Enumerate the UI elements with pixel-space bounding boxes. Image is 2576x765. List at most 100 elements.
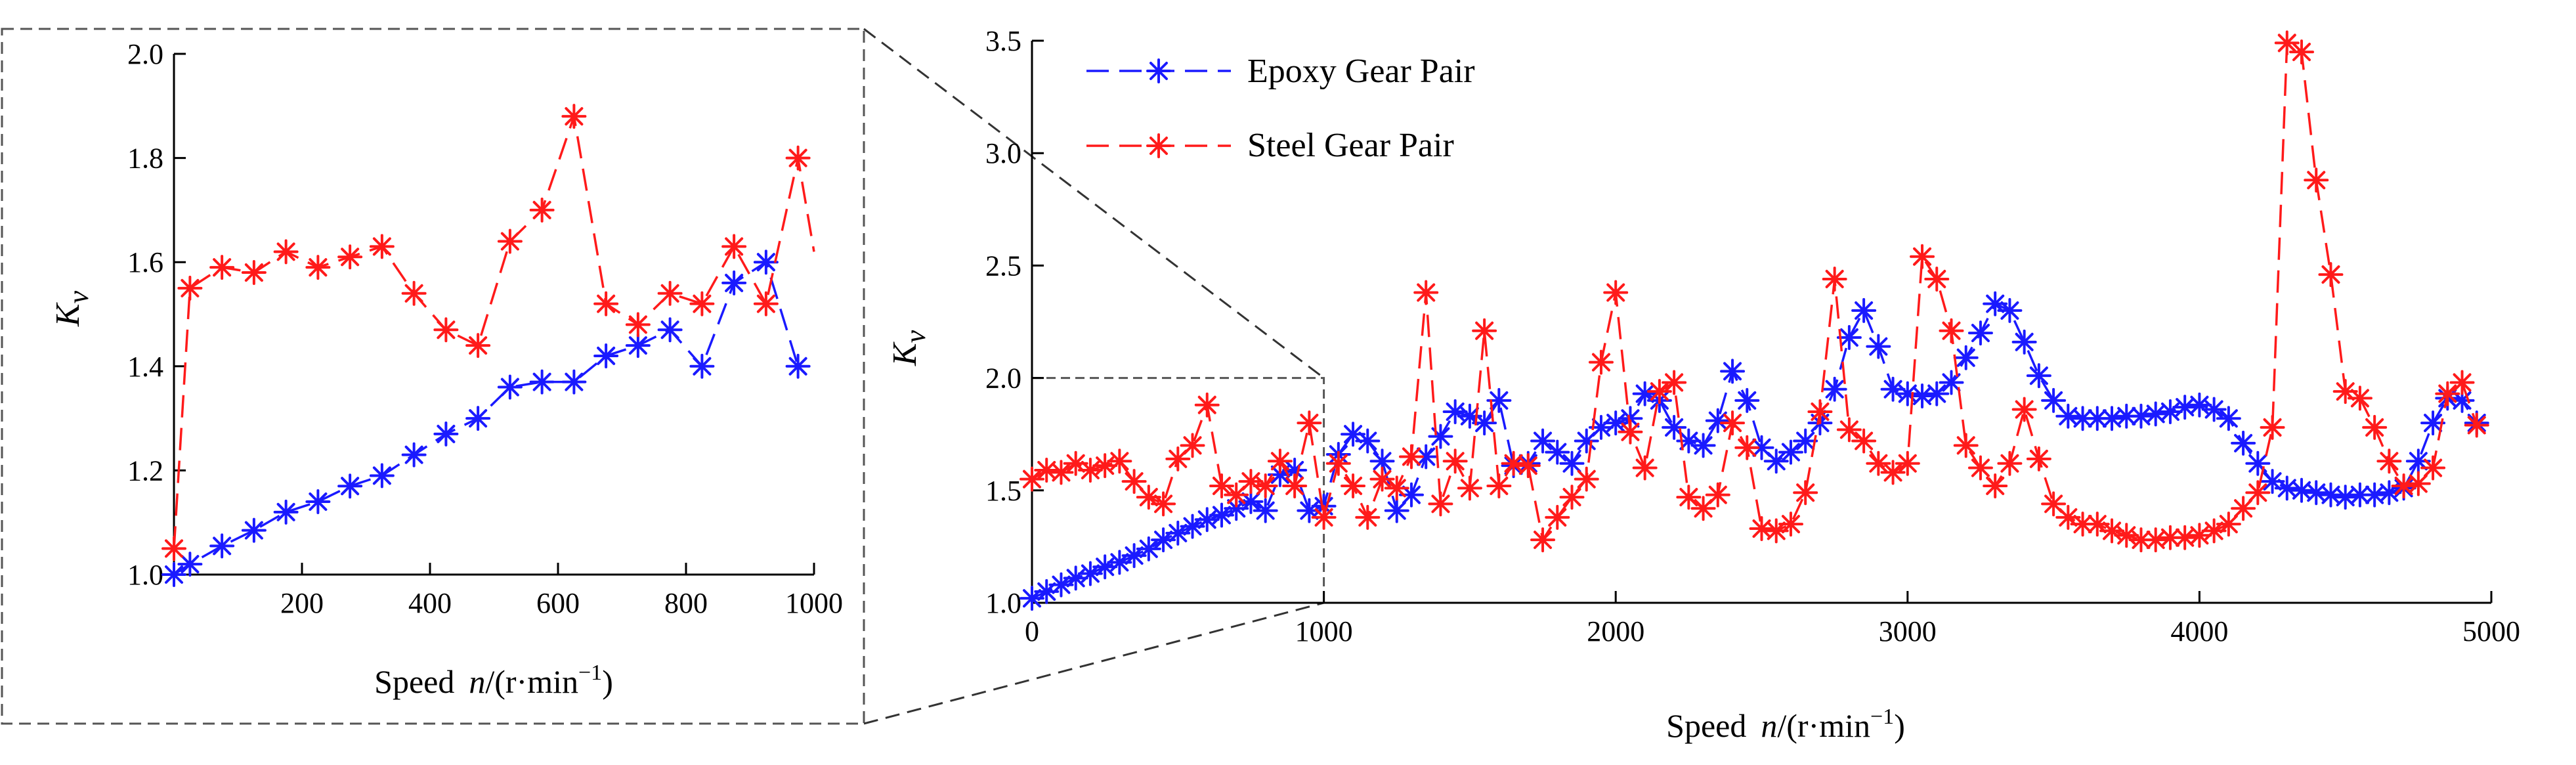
main-point-steel xyxy=(1121,469,1147,494)
inset-frame xyxy=(1,28,865,725)
inset-point-epoxy xyxy=(753,250,779,275)
inset-axes: 1.0 1.2 1.4 1.6 1.8 2.0 200 400 600 800 1000 xyxy=(127,38,843,619)
main-point-steel xyxy=(1341,473,1366,498)
main-point-steel xyxy=(1705,482,1730,508)
legend-marker-epoxy xyxy=(1146,58,1171,83)
main-point-epoxy xyxy=(1034,579,1060,604)
main-point-epoxy xyxy=(1457,403,1482,429)
main-point-epoxy xyxy=(2172,395,2198,420)
main-point-steel xyxy=(1997,450,2023,476)
main-point-steel xyxy=(1603,280,1629,305)
main-point-epoxy xyxy=(2011,329,2037,355)
inset-series-line-steel xyxy=(173,116,815,549)
main-point-steel xyxy=(1224,482,1249,508)
main-point-steel xyxy=(2362,414,2388,440)
main-point-steel xyxy=(1720,410,1746,436)
main-point-steel xyxy=(1515,453,1541,479)
main-point-epoxy xyxy=(1967,320,1993,346)
main-point-epoxy xyxy=(1238,489,1264,514)
main-point-steel xyxy=(2143,527,2168,553)
main-point-steel xyxy=(1676,485,1702,510)
main-point-epoxy xyxy=(2187,392,2212,418)
main-point-steel xyxy=(1690,496,1716,521)
main-point-epoxy xyxy=(1734,387,1760,413)
main-point-steel xyxy=(2260,414,2285,440)
inset-point-steel xyxy=(785,145,811,171)
main-point-steel xyxy=(1267,448,1293,474)
main-point-epoxy xyxy=(2289,477,2315,503)
inset-point-epoxy xyxy=(209,533,235,559)
main-point-steel xyxy=(1983,473,2008,498)
main-point-epoxy xyxy=(1836,324,1862,350)
inset-x-axis-label: Speed n/(r·min−1) xyxy=(374,661,613,700)
inset-point-epoxy xyxy=(337,473,363,499)
main-point-steel xyxy=(1749,516,1774,542)
inset-point-epoxy xyxy=(241,517,267,543)
inset-x-tick-label: 400 xyxy=(408,587,452,619)
main-point-steel xyxy=(1180,433,1205,458)
inset-point-epoxy xyxy=(433,421,459,447)
inset-point-epoxy xyxy=(465,406,491,431)
main-point-steel xyxy=(2201,518,2227,544)
inset-point-steel xyxy=(305,255,331,280)
main-point-epoxy xyxy=(2041,387,2067,413)
main-point-steel xyxy=(1369,466,1395,492)
main-point-steel xyxy=(2041,491,2067,517)
inset-x-label-exp: −1 xyxy=(578,661,602,685)
main-point-epoxy xyxy=(1866,334,1891,359)
main-point-epoxy xyxy=(2157,399,2183,424)
main-x-axis-label: Speed n/(r·min−1) xyxy=(1666,705,1905,744)
inset-point-steel xyxy=(497,229,523,254)
legend: Epoxy Gear Pair Steel Gear Pair xyxy=(1086,53,1475,164)
main-axes: 1.0 1.5 2.0 2.5 3.0 3.5 0 1000 2000 3000 4000 5000 xyxy=(985,25,2520,647)
main-point-epoxy xyxy=(1297,498,1322,523)
main-point-steel xyxy=(1967,455,1993,481)
main-point-steel xyxy=(2420,455,2446,481)
main-x-label-prefix: Speed xyxy=(1666,707,1746,744)
main-point-steel xyxy=(1588,349,1614,375)
inset-point-steel xyxy=(337,244,363,270)
main-point-epoxy xyxy=(1092,554,1118,580)
inset-point-epoxy xyxy=(305,489,331,514)
main-x-label-close: ) xyxy=(1894,707,1905,744)
inset-point-steel xyxy=(529,197,555,223)
main-point-steel xyxy=(1151,491,1176,517)
inset-point-epoxy xyxy=(161,562,186,587)
main-point-epoxy xyxy=(2201,397,2227,422)
main-point-epoxy xyxy=(1413,444,1439,470)
main-plot-area xyxy=(1020,30,2489,611)
main-point-steel xyxy=(1034,457,1060,483)
main-point-steel xyxy=(2376,448,2402,474)
main-point-epoxy xyxy=(2304,480,2329,506)
main-point-steel xyxy=(1618,419,1643,445)
main-point-steel xyxy=(1253,473,1278,498)
main-x-label-exp: −1 xyxy=(1870,705,1894,729)
main-point-epoxy xyxy=(1705,408,1730,433)
main-point-epoxy xyxy=(1778,439,1803,465)
main-series-line-steel xyxy=(1031,41,2478,543)
main-point-epoxy xyxy=(1341,422,1366,447)
main-point-epoxy xyxy=(1953,345,1979,370)
main-point-steel xyxy=(1646,379,1672,404)
legend-label-epoxy: Epoxy Gear Pair xyxy=(1247,53,1475,90)
inset-x-tick-label: 600 xyxy=(536,587,580,619)
main-y-tick-label: 3.0 xyxy=(985,137,1021,169)
main-point-steel xyxy=(2187,523,2212,548)
main-point-steel xyxy=(1763,518,1789,544)
main-x-tick-label: 5000 xyxy=(2462,615,2520,647)
inset-point-steel xyxy=(273,239,299,265)
main-x-tick-label: 0 xyxy=(1025,615,1039,647)
main-series-line-epoxy xyxy=(1031,302,2478,600)
main-point-steel xyxy=(1778,512,1803,537)
main-point-epoxy xyxy=(1355,428,1381,454)
inset-point-steel xyxy=(369,234,395,259)
inset-point-epoxy xyxy=(593,343,619,368)
main-x-label-unit: /(r·min xyxy=(1777,707,1870,744)
inset-point-epoxy xyxy=(785,353,811,379)
main-point-steel xyxy=(1924,266,1950,292)
inset-point-steel xyxy=(241,260,267,286)
main-y-tick-label: 2.0 xyxy=(985,362,1021,395)
inset-point-steel xyxy=(433,317,459,343)
main-point-epoxy xyxy=(1428,424,1453,449)
main-point-steel xyxy=(2114,523,2139,548)
